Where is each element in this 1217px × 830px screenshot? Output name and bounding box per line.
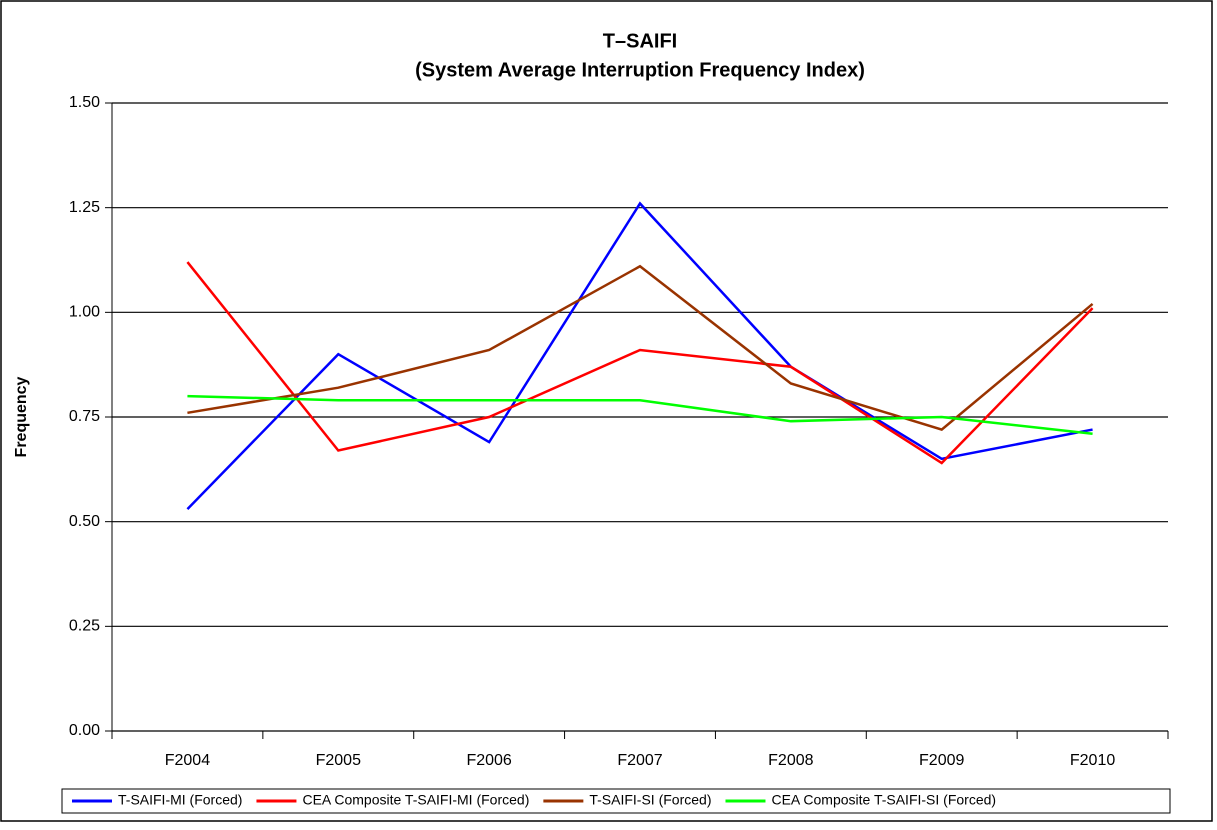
y-tick-label: 1.50 xyxy=(69,94,100,111)
y-tick-label: 0.25 xyxy=(69,618,100,635)
series-line xyxy=(186,201,1093,510)
chart-title: T–SAIFI xyxy=(603,30,677,52)
legend-label: T-SAIFI-MI (Forced) xyxy=(118,792,242,808)
legend-label: T-SAIFI-SI (Forced) xyxy=(589,792,711,808)
x-tick-label: F2005 xyxy=(316,752,361,769)
series-line xyxy=(186,261,1094,465)
y-tick-label: 0.75 xyxy=(69,408,100,425)
legend-label: CEA Composite T-SAIFI-MI (Forced) xyxy=(302,792,529,808)
x-tick-label: F2010 xyxy=(1070,752,1115,769)
series-line xyxy=(187,394,1093,435)
series-line xyxy=(187,264,1094,431)
y-tick-label: 0.00 xyxy=(69,722,100,739)
x-tick-label: F2007 xyxy=(617,752,662,769)
x-tick-label: F2009 xyxy=(919,752,964,769)
y-tick-label: 0.50 xyxy=(69,513,100,530)
x-tick-label: F2006 xyxy=(466,752,511,769)
legend-label: CEA Composite T-SAIFI-SI (Forced) xyxy=(771,792,996,808)
y-tick-label: 1.00 xyxy=(69,304,100,321)
y-tick-label: 1.25 xyxy=(69,199,100,216)
chart-subtitle: (System Average Interruption Frequency I… xyxy=(415,59,865,81)
y-axis-label: Frequency xyxy=(13,376,30,457)
x-tick-label: F2004 xyxy=(165,752,210,769)
x-tick-label: F2008 xyxy=(768,752,813,769)
legend-box xyxy=(61,788,1171,814)
